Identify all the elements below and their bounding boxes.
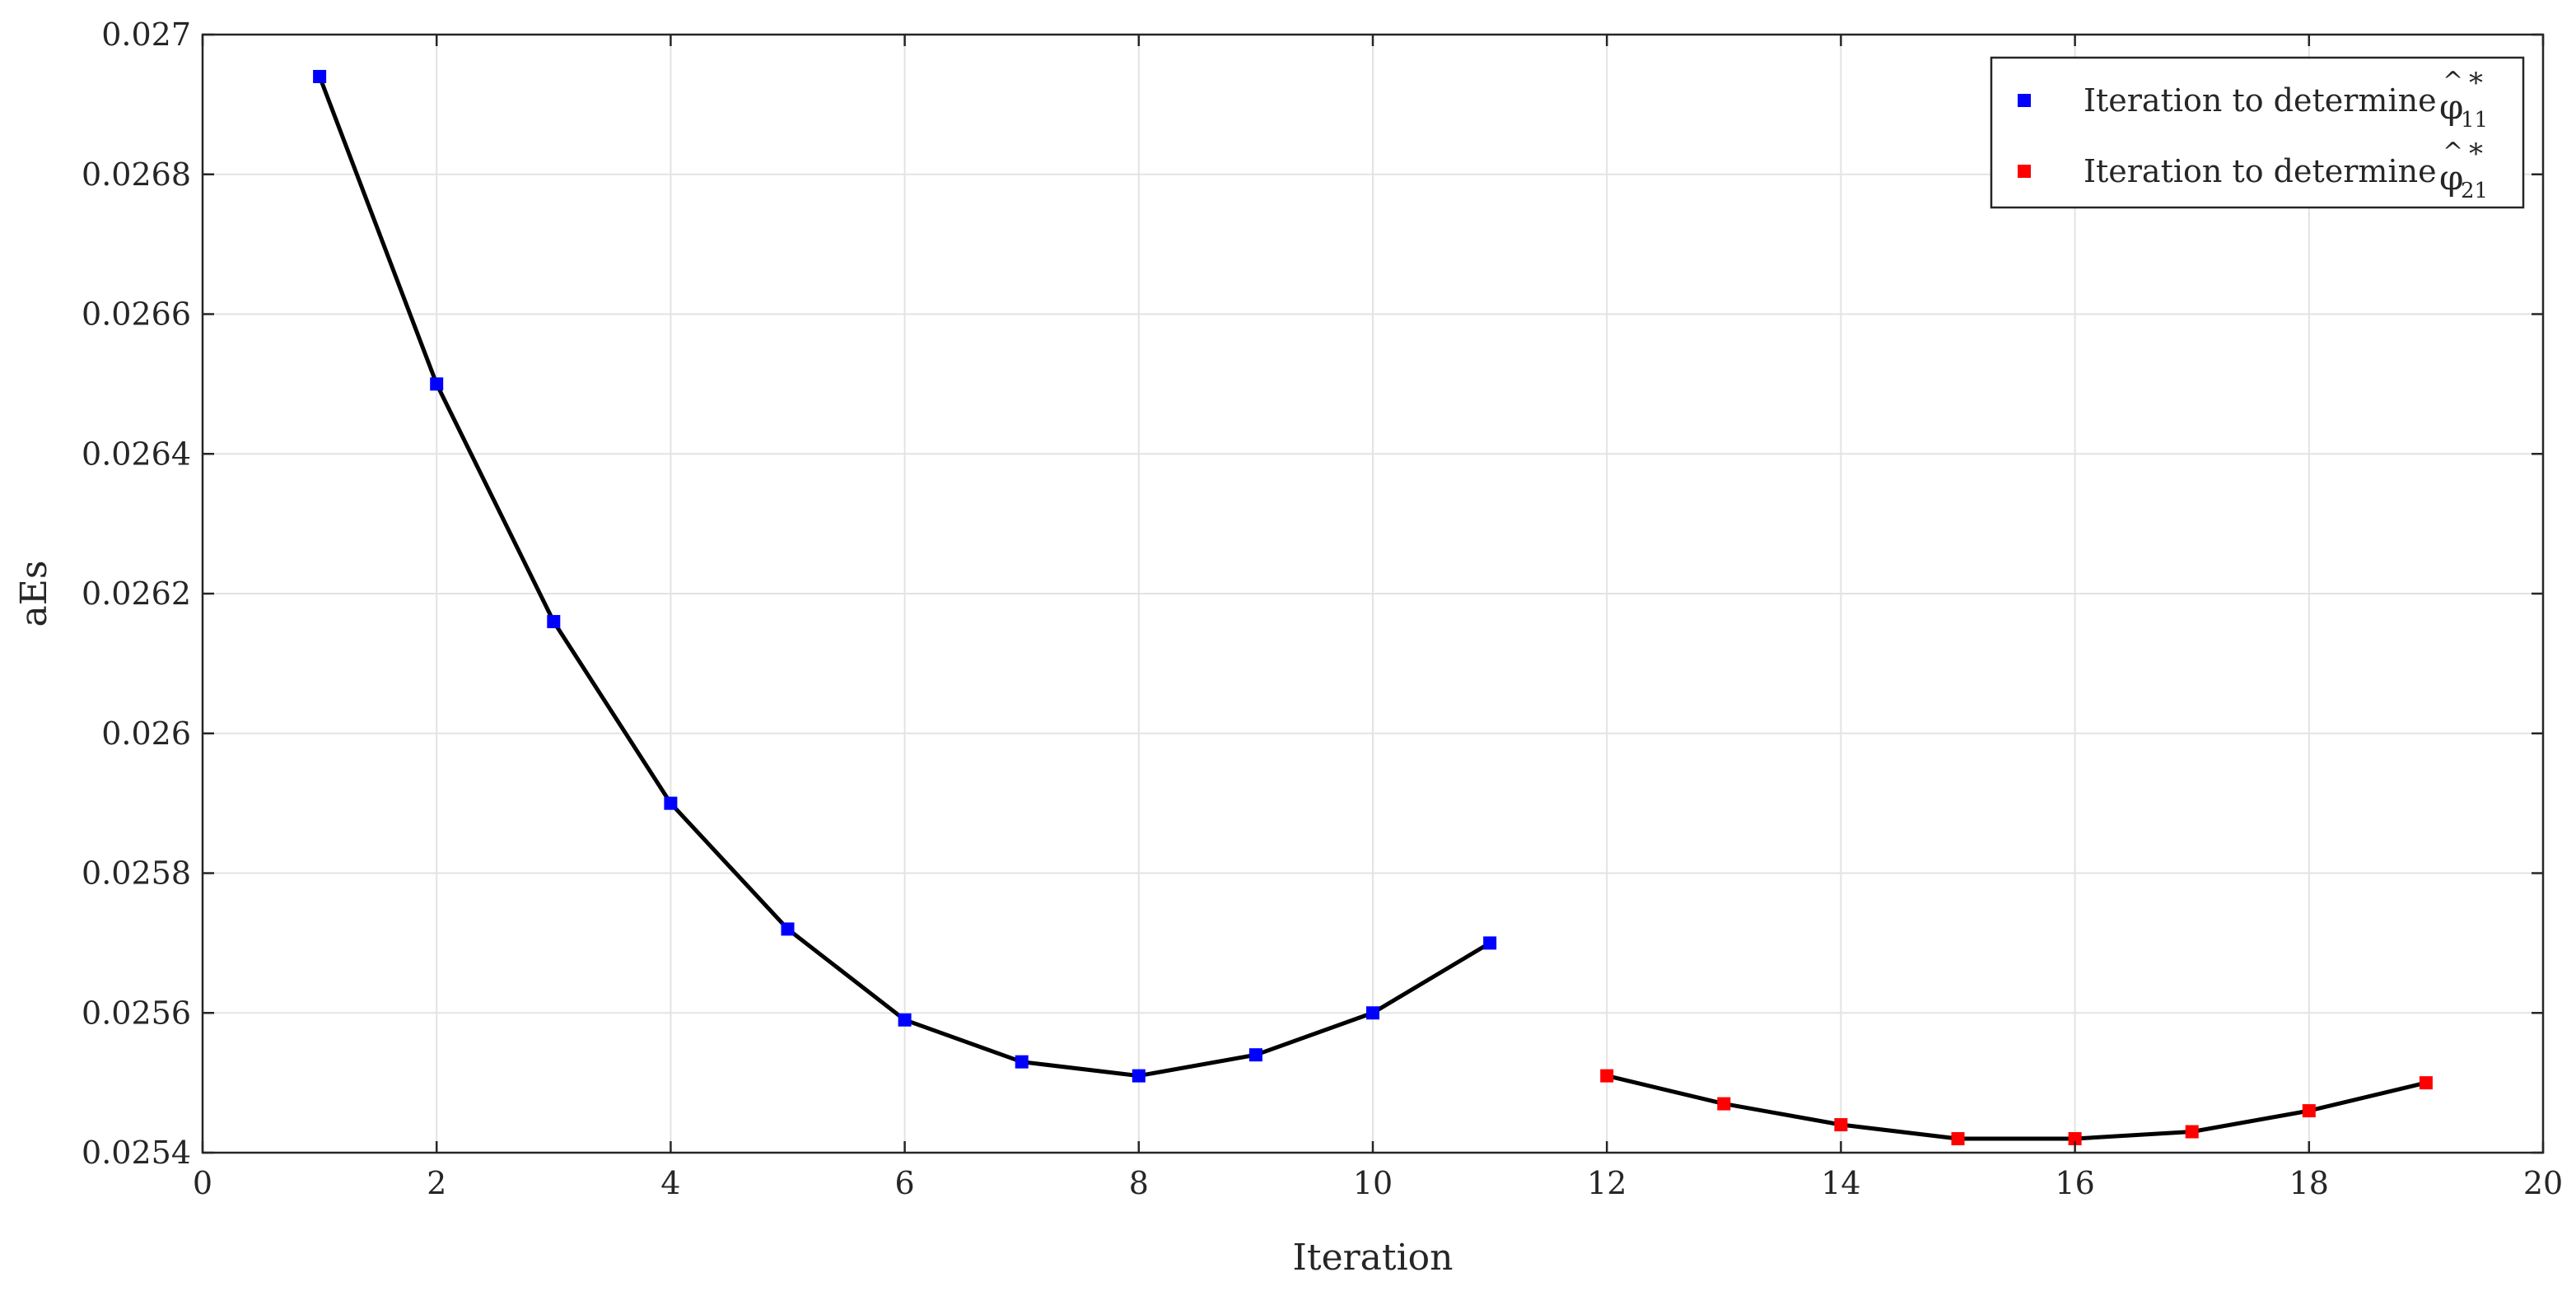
x-tick-label: 0 (193, 1165, 212, 1201)
data-point (1366, 1006, 1379, 1020)
data-point (430, 377, 444, 391)
data-point (1248, 1048, 1262, 1062)
data-point (1951, 1132, 1965, 1146)
data-point (781, 922, 795, 936)
y-tick-label: 0.0268 (82, 156, 191, 193)
legend-symbol-base-2: φ (2439, 157, 2463, 198)
y-tick-label: 0.0262 (82, 576, 191, 612)
y-axis-label: aEs (13, 561, 55, 627)
legend-symbol-accent-1: ^ (2443, 67, 2463, 96)
data-point (664, 796, 678, 810)
y-tick-labels: 0.0254 0.0256 0.0258 0.026 0.0262 0.0264 0.026… (82, 16, 191, 1171)
x-tick-label: 6 (895, 1165, 915, 1201)
data-point (2068, 1132, 2082, 1146)
x-tick-label: 20 (2523, 1165, 2563, 1201)
legend-symbol-superscript-2: * (2469, 137, 2483, 170)
data-point (1132, 1069, 1146, 1083)
x-tick-label: 10 (1353, 1165, 1393, 1201)
legend-text-1: Iteration to determine (2084, 82, 2437, 119)
y-tick-label: 0.0254 (82, 1135, 191, 1171)
legend-text-2: Iteration to determine (2084, 153, 2437, 189)
data-point (547, 614, 561, 628)
x-tick-label: 12 (1587, 1165, 1626, 1201)
y-tick-label: 0.026 (101, 715, 191, 752)
legend-marker-2 (2018, 165, 2031, 178)
x-tick-labels: 0 2 4 6 8 10 12 14 16 18 20 (193, 1165, 2563, 1201)
data-point (898, 1013, 912, 1027)
series-markers (313, 69, 2433, 1146)
series-line-2 (1606, 1074, 2427, 1141)
x-tick-label: 8 (1129, 1165, 1149, 1201)
x-tick-label: 4 (660, 1165, 680, 1201)
data-point (1600, 1069, 1614, 1083)
axis-ticks (201, 33, 2545, 1154)
y-tick-label: 0.0264 (82, 436, 191, 472)
data-point (2185, 1125, 2199, 1139)
data-point (1015, 1055, 1029, 1069)
x-tick-label: 18 (2289, 1165, 2329, 1201)
y-tick-label: 0.0256 (82, 995, 191, 1031)
y-tick-label: 0.0266 (82, 296, 191, 333)
data-point (1834, 1118, 1848, 1132)
x-axis-label: Iteration (1293, 1237, 1454, 1279)
data-point (1483, 936, 1497, 950)
x-tick-label: 16 (2055, 1165, 2094, 1201)
y-tick-label: 0.0258 (82, 855, 191, 892)
x-tick-label: 14 (1821, 1165, 1860, 1201)
data-point (1717, 1097, 1731, 1111)
legend-symbol-subscript-2: 21 (2461, 179, 2488, 203)
legend-symbol-accent-2: ^ (2443, 137, 2463, 166)
legend-marker-1 (2018, 94, 2031, 107)
legend-symbol-subscript-1: 11 (2461, 108, 2488, 133)
legend-symbol-base-1: φ (2439, 86, 2463, 127)
x-tick-label: 2 (427, 1165, 446, 1201)
y-tick-label: 0.027 (101, 16, 191, 53)
legend-box (1990, 56, 2525, 209)
data-point (2302, 1104, 2316, 1118)
legend-symbol-superscript-1: * (2469, 67, 2483, 100)
data-point (2419, 1076, 2433, 1090)
data-point (313, 69, 327, 83)
